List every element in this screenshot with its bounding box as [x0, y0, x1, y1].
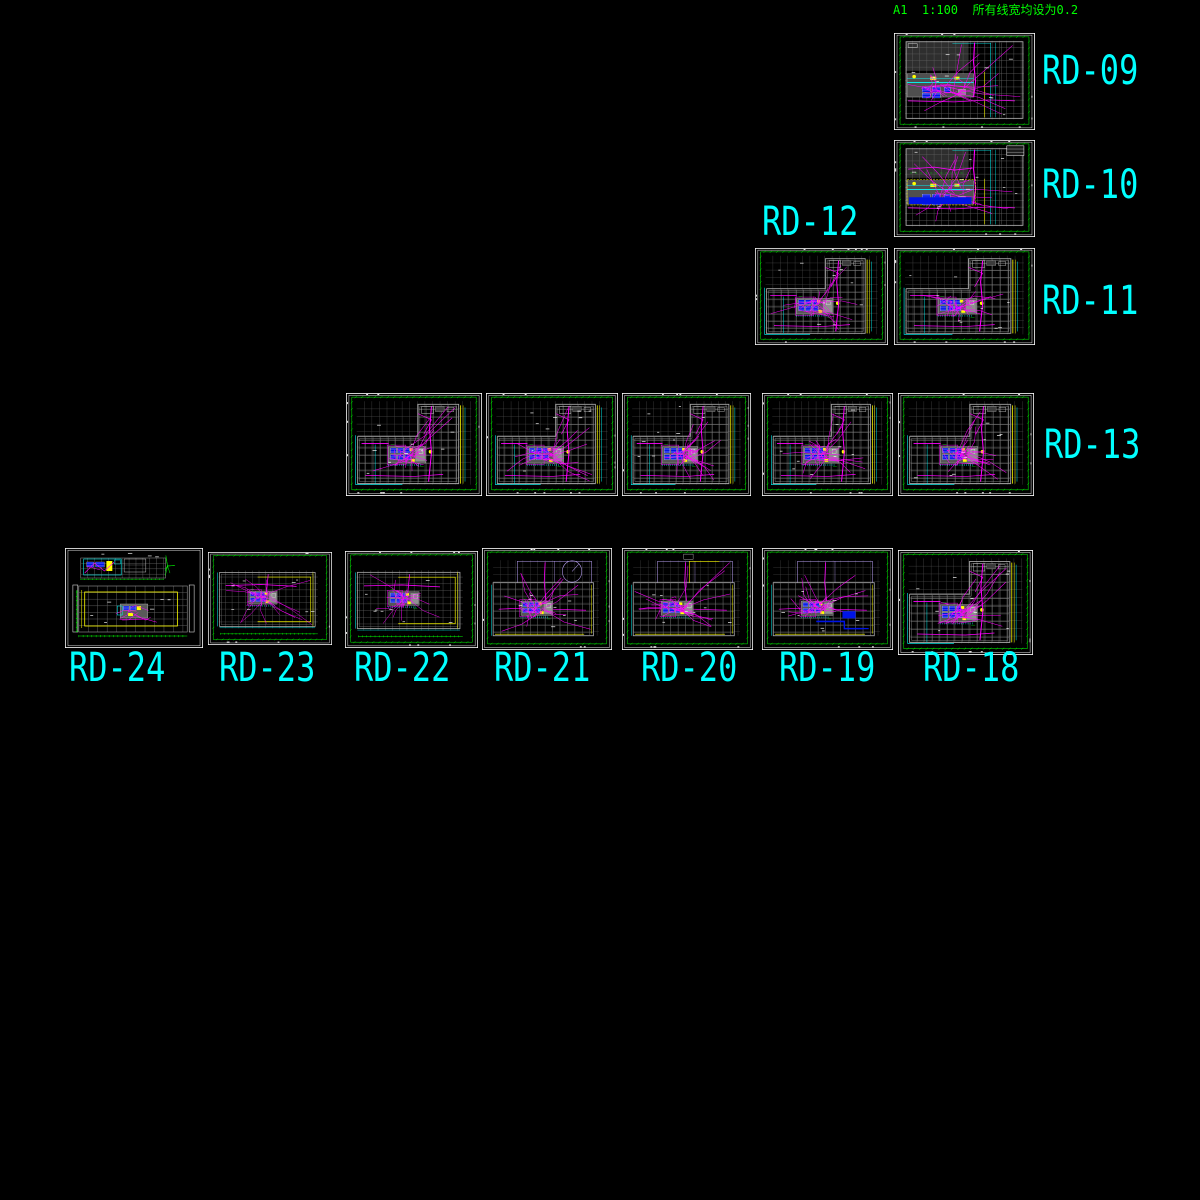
plan-sheet-rd-24[interactable]	[65, 548, 203, 648]
plan-sheet-rd-21[interactable]	[482, 548, 612, 650]
plan-sheet-sheet-row4-3[interactable]	[622, 393, 751, 496]
sheet-label-rd-24: RD-24	[69, 645, 166, 691]
plan-sheet-sheet-row4-4[interactable]	[762, 393, 893, 496]
plan-sheet-rd-09[interactable]	[894, 33, 1035, 130]
plan-sheet-rd-12[interactable]	[755, 248, 888, 345]
plan-sheet-rd-13[interactable]	[898, 393, 1034, 496]
sheet-label-rd-12: RD-12	[762, 199, 859, 245]
plan-sheet-rd-11[interactable]	[894, 248, 1035, 345]
sheet-label-rd-23: RD-23	[219, 645, 316, 691]
sheet-label-rd-19: RD-19	[779, 645, 876, 691]
plan-sheet-sheet-row4-1[interactable]	[346, 393, 482, 496]
plan-drawing-graphic	[622, 393, 751, 496]
plan-drawing-graphic	[898, 550, 1033, 655]
plan-drawing-graphic	[762, 548, 893, 650]
plan-drawing-graphic	[894, 33, 1035, 130]
plan-sheet-rd-22[interactable]	[345, 551, 478, 648]
plan-drawing-graphic	[208, 552, 332, 645]
plan-sheet-rd-23[interactable]	[208, 552, 332, 645]
plot-settings-note: A1 1:100 所有线宽均设为0.2	[893, 3, 1079, 17]
plan-sheet-rd-18[interactable]	[898, 550, 1033, 655]
plan-drawing-graphic	[345, 551, 478, 648]
plan-drawing-graphic	[755, 248, 888, 345]
sheet-label-rd-10: RD-10	[1042, 162, 1139, 208]
sheet-label-rd-11: RD-11	[1042, 278, 1139, 324]
sheet-label-rd-09: RD-09	[1042, 48, 1139, 94]
plan-drawing-graphic	[346, 393, 482, 496]
plan-sheet-rd-19[interactable]	[762, 548, 893, 650]
sheet-label-rd-13: RD-13	[1044, 422, 1141, 468]
plan-sheet-sheet-row4-2[interactable]	[486, 393, 618, 496]
plan-drawing-graphic	[486, 393, 618, 496]
sheet-label-rd-20: RD-20	[641, 645, 738, 691]
plan-drawing-graphic	[65, 548, 203, 648]
sheet-label-rd-21: RD-21	[494, 645, 591, 691]
plan-drawing-graphic	[762, 393, 893, 496]
plan-drawing-graphic	[482, 548, 612, 650]
plan-drawing-graphic	[898, 393, 1034, 496]
plan-drawing-graphic	[622, 548, 753, 650]
plan-drawing-graphic	[894, 140, 1035, 237]
sheet-label-rd-18: RD-18	[923, 645, 1020, 691]
plan-sheet-rd-10[interactable]	[894, 140, 1035, 237]
sheet-label-rd-22: RD-22	[354, 645, 451, 691]
plan-sheet-rd-20[interactable]	[622, 548, 753, 650]
plan-drawing-graphic	[894, 248, 1035, 345]
